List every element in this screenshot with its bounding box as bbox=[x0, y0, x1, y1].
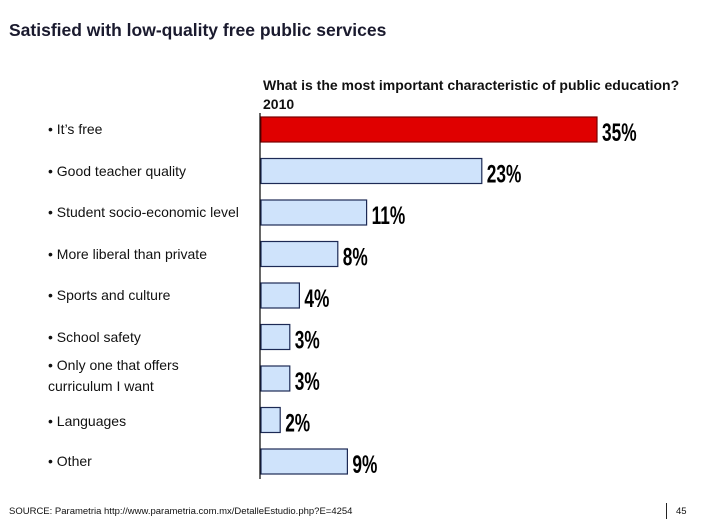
category-label-6-line-0: • Only one that offers bbox=[48, 357, 179, 373]
value-label-7: 2% bbox=[285, 408, 310, 437]
value-label-2: 11% bbox=[372, 201, 406, 230]
category-label-1-line-0: • Good teacher quality bbox=[48, 162, 186, 179]
value-label-0: 35% bbox=[602, 118, 637, 147]
category-label-7-line-0: • Languages bbox=[48, 412, 127, 429]
category-label-8-line-0: • Other bbox=[48, 453, 92, 469]
category-label-5-line-0: • School safety bbox=[48, 328, 141, 345]
category-label-4: • Sports and culture bbox=[48, 285, 170, 306]
category-label-6: • Only one that offers curriculum I want bbox=[48, 355, 179, 397]
value-label-6: 3% bbox=[295, 367, 320, 396]
chart-title: What is the most important characteristi… bbox=[263, 77, 680, 112]
value-label-4: 4% bbox=[304, 284, 329, 313]
category-label-0-line-0: • It’s free bbox=[48, 121, 103, 137]
bar-1 bbox=[260, 157, 483, 185]
bar-group: 35% 23% 11%8% 4% 3% 3% 2% 9% bbox=[260, 116, 637, 479]
bar-5 bbox=[260, 323, 291, 351]
category-label-2: • Student socio-economic level bbox=[48, 202, 239, 223]
category-label-5: • School safety bbox=[48, 327, 141, 348]
bar-8 bbox=[260, 448, 349, 475]
page-number: 45 bbox=[676, 506, 687, 517]
bar-2 bbox=[260, 199, 368, 226]
category-label-2-line-0: • Student socio-economic level bbox=[48, 204, 239, 220]
category-label-1: • Good teacher quality bbox=[48, 161, 186, 182]
value-label-8: 9% bbox=[352, 450, 377, 479]
category-label-6-line-1: curriculum I want bbox=[48, 378, 154, 394]
page-separator bbox=[666, 503, 667, 519]
category-label-4-line-0: • Sports and culture bbox=[48, 287, 171, 303]
bar-4 bbox=[260, 282, 301, 309]
category-label-8: • Other bbox=[48, 451, 92, 472]
value-label-1: 23% bbox=[487, 159, 522, 188]
bar-6 bbox=[260, 365, 291, 392]
value-label-3: 8% bbox=[343, 242, 368, 271]
category-label-3-line-0: • More liberal than private bbox=[48, 245, 207, 262]
bar-3 bbox=[260, 240, 339, 268]
bar-7 bbox=[260, 406, 281, 434]
slide-title: Satisfied with low-quality free public s… bbox=[9, 20, 387, 40]
value-label-5: 3% bbox=[295, 325, 320, 354]
bar-0 bbox=[260, 116, 598, 143]
category-label-3: • More liberal than private bbox=[48, 244, 207, 265]
category-label-7: • Languages bbox=[48, 411, 126, 432]
source-note: SOURCE: Parametria http://www.parametria… bbox=[9, 506, 353, 517]
category-label-0: • It’s free bbox=[48, 119, 102, 140]
